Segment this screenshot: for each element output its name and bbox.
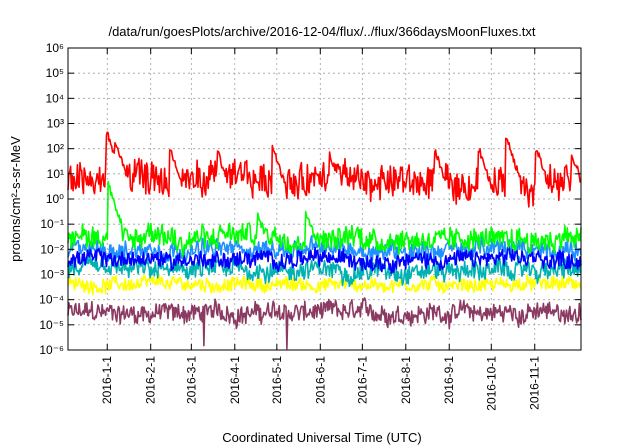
x-tick-label: 2016-11-1: [528, 356, 542, 410]
series-line-0: [67, 297, 582, 350]
y-tick-label: 10⁰: [46, 192, 64, 206]
series-line-5: [67, 180, 582, 258]
y-tick-label: 10⁻⁴: [39, 293, 64, 307]
series-line-1: [67, 273, 582, 296]
y-tick-label: 10³: [47, 117, 64, 131]
chart-title: /data/run/goesPlots/archive/2016-12-04/f…: [108, 24, 535, 39]
y-tick-label: 10⁻³: [40, 268, 64, 282]
y-tick-label: 10⁴: [45, 91, 64, 105]
y-tick-label: 10²: [47, 142, 64, 156]
x-tick-label: 2016-9-1: [442, 356, 456, 404]
y-tick-label: 10⁻⁵: [39, 318, 64, 332]
series-group: [67, 131, 582, 350]
y-tick-label: 10⁶: [46, 41, 64, 55]
x-tick-label: 2016-4-1: [228, 356, 242, 404]
x-axis: 2016-1-1 2016-2-1 2016-3-1 2016-4-1 2016-5-1…: [100, 48, 542, 411]
y-axis: 10⁻⁶ 10⁻⁵ 10⁻⁴ 10⁻³ 10⁻² 10⁻¹ 10⁰ 10¹ 10² 10³ 10⁴ 1…: [39, 41, 581, 357]
y-tick-label: 10⁵: [46, 66, 64, 80]
x-tick-label: 2016-3-1: [184, 356, 198, 404]
y-tick-label: 10⁻⁶: [39, 343, 64, 357]
series-line-6: [67, 131, 582, 208]
x-tick-label: 2016-10-1: [484, 356, 498, 411]
x-tick-label: 2016-6-1: [313, 356, 327, 404]
x-tick-label: 2016-8-1: [399, 356, 413, 404]
y-tick-label: 10¹: [47, 167, 64, 181]
x-tick-label: 2016-7-1: [355, 356, 369, 404]
series-line-4: [67, 246, 582, 274]
x-axis-label: Coordinated Universal Time (UTC): [222, 430, 421, 445]
y-tick-label: 10⁻¹: [40, 217, 64, 231]
y-tick-label: 10⁻²: [40, 242, 64, 256]
x-tick-label: 2016-1-1: [100, 356, 114, 404]
x-tick-label: 2016-5-1: [270, 356, 284, 404]
y-axis-label: protons/cm²-s-sr-MeV: [8, 136, 23, 262]
x-tick-label: 2016-2-1: [144, 356, 158, 404]
series-line-2: [67, 253, 582, 288]
